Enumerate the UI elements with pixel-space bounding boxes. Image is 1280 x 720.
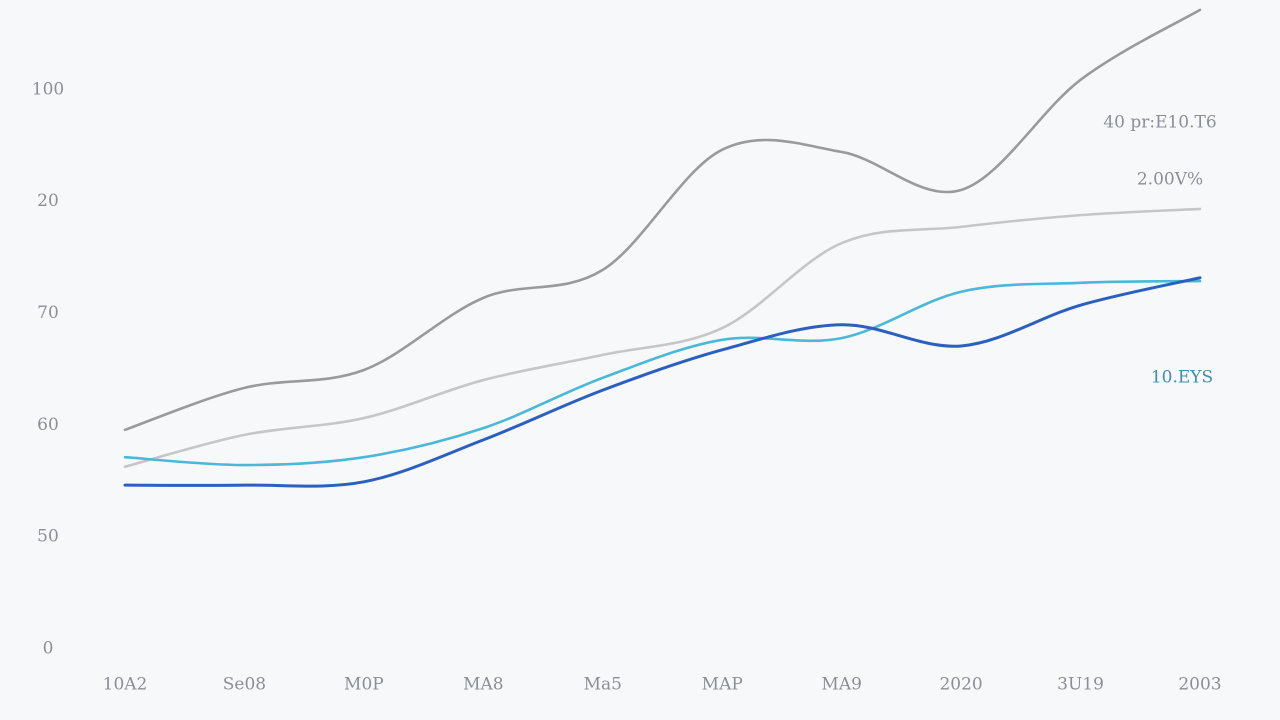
annotation: 40 pr:E10.T6 (1103, 113, 1216, 133)
y-tick-label: 50 (37, 527, 59, 547)
x-tick-label: 10A2 (103, 675, 148, 695)
annotation: 10.EYS (1151, 368, 1213, 388)
x-tick-label: MAP (702, 675, 743, 695)
annotation: 2.00V% (1137, 170, 1203, 190)
x-tick-label: M0P (344, 675, 384, 695)
y-tick-label: 0 (43, 639, 54, 659)
line (123, 207, 1202, 469)
line (123, 276, 1202, 488)
x-tick-label: Se08 (223, 675, 266, 695)
x-tick-label: MA9 (821, 675, 862, 695)
x-tick-label: Ma5 (584, 675, 622, 695)
y-tick-label: 100 (32, 79, 64, 99)
line (123, 279, 1202, 467)
x-tick-label: MA8 (463, 675, 504, 695)
x-tick-label: 2020 (939, 675, 982, 695)
x-tick-label: 2003 (1178, 675, 1221, 695)
x-tick-label: 3U19 (1057, 675, 1104, 695)
y-tick-label: 20 (37, 191, 59, 211)
y-tick-label: 70 (37, 303, 59, 323)
line (123, 8, 1202, 432)
y-tick-label: 60 (37, 415, 59, 435)
